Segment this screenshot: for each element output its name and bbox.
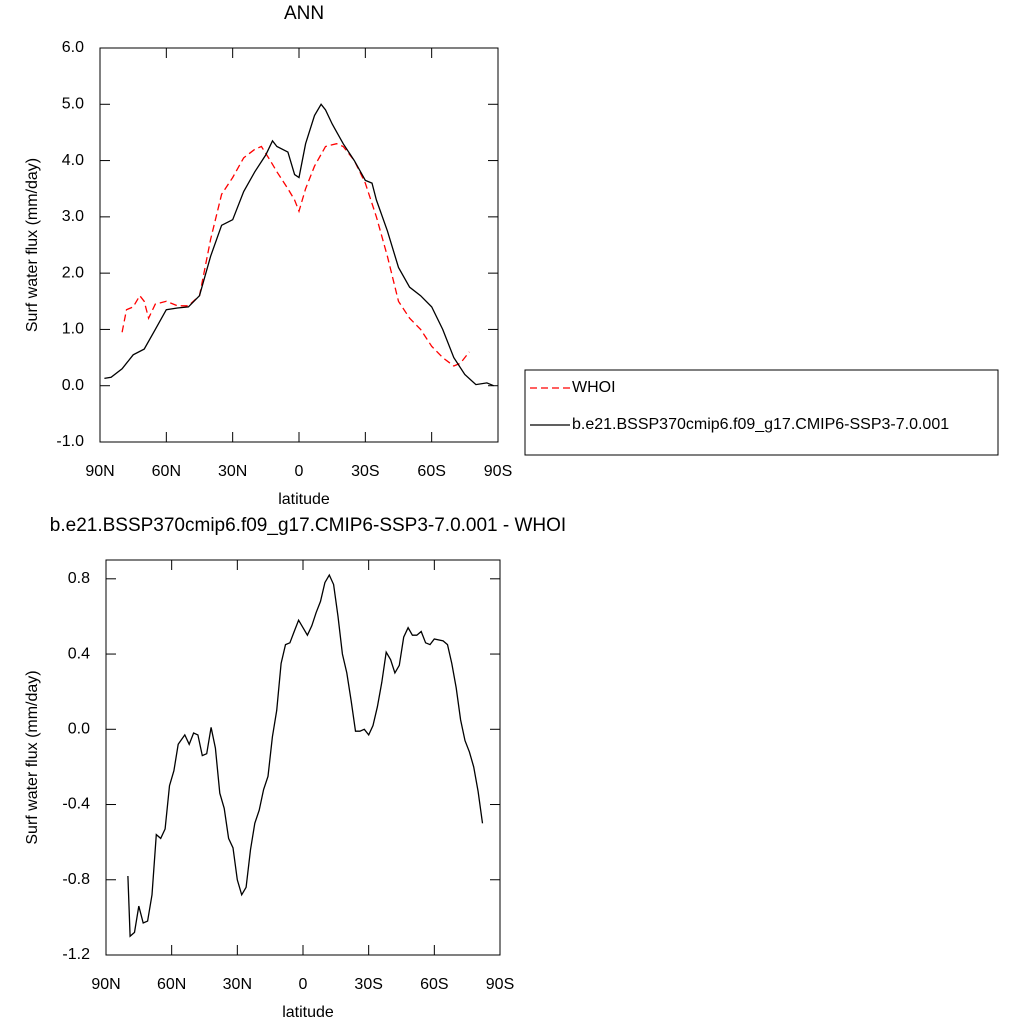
y-tick-label: -1.0 [56,433,84,450]
legend-box [524,369,999,456]
plot-frame [99,47,499,443]
x-tick-label: 90S [486,976,514,993]
y-tick-label: 4.0 [62,152,84,169]
y-axis-label: Surf water flux (mm/day) [24,670,41,844]
x-tick-label: 60N [157,976,186,993]
y-tick-label: 3.0 [62,208,84,225]
y-axis-label: Surf water flux (mm/day) [24,158,41,332]
x-tick-label: 0 [299,976,308,993]
x-tick-label: 90N [91,976,120,993]
x-tick-label: 30N [218,463,247,480]
y-tick-label: 0.4 [68,645,90,662]
data-line [104,103,494,387]
chart-title: ANN [284,3,324,24]
x-tick-label: 60S [417,463,445,480]
x-tick-label: 0 [295,463,304,480]
y-tick-label: 1.0 [62,321,84,338]
y-tick-label: 2.0 [62,264,84,281]
legend-label: b.e21.BSSP370cmip6.f09_g17.CMIP6-SSP3-7.… [572,416,949,433]
x-tick-label: 60N [152,463,181,480]
y-tick-label: -0.4 [62,796,90,813]
x-tick-label: 60S [420,976,448,993]
x-tick-label: 30S [354,976,382,993]
chart-title: b.e21.BSSP370cmip6.f09_g17.CMIP6-SSP3-7.… [50,515,566,536]
y-tick-label: 0.8 [68,570,90,587]
data-line [127,573,484,938]
x-axis-label: latitude [278,491,330,508]
data-line [121,143,470,367]
x-tick-label: 30N [223,976,252,993]
x-axis-label: latitude [282,1004,334,1021]
legend-label: WHOI [572,379,616,396]
y-tick-label: 0.0 [62,377,84,394]
plot-frame [105,559,501,956]
x-tick-label: 90S [484,463,512,480]
y-tick-label: -0.8 [62,871,90,888]
y-tick-label: 5.0 [62,96,84,113]
y-tick-label: 0.0 [68,721,90,738]
x-tick-label: 30S [351,463,379,480]
x-tick-label: 90N [85,463,114,480]
y-tick-label: -1.2 [62,946,90,963]
y-tick-label: 6.0 [62,39,84,56]
